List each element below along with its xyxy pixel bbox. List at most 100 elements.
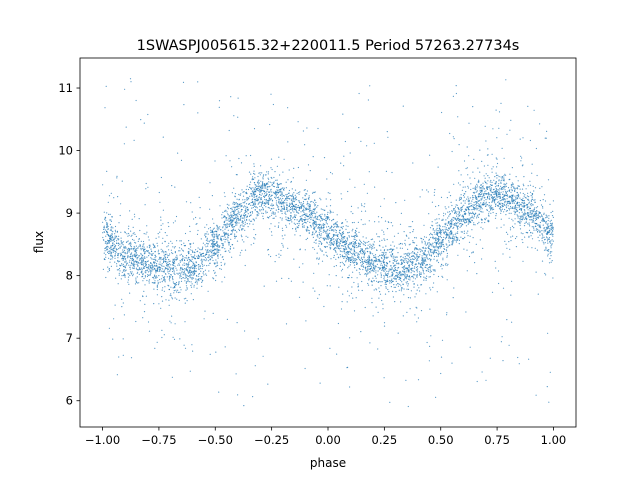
data-point: [147, 113, 149, 116]
data-point: [222, 226, 224, 228]
data-point: [181, 259, 183, 261]
data-point: [105, 254, 107, 256]
data-point: [335, 224, 337, 226]
data-point: [146, 246, 148, 248]
data-point: [429, 154, 431, 156]
data-point: [369, 245, 371, 248]
data-point: [414, 264, 416, 266]
data-point: [135, 242, 137, 244]
data-point: [142, 273, 144, 275]
data-point: [131, 267, 134, 269]
data-point: [228, 220, 230, 222]
data-point: [354, 250, 356, 253]
data-point: [397, 332, 399, 334]
data-point: [126, 253, 128, 255]
data-point: [539, 123, 541, 125]
data-point: [408, 265, 410, 267]
data-point: [320, 199, 322, 201]
data-point: [348, 259, 350, 262]
data-point: [313, 241, 315, 243]
data-point: [351, 286, 353, 288]
data-point: [457, 116, 459, 118]
data-point: [392, 225, 394, 227]
data-point: [147, 236, 149, 238]
data-point: [372, 265, 374, 267]
data-point: [449, 232, 452, 234]
data-point: [371, 260, 373, 262]
data-point: [242, 225, 244, 227]
data-point: [155, 269, 157, 271]
data-point: [443, 248, 446, 250]
data-point: [320, 235, 322, 237]
data-point: [484, 219, 486, 221]
data-point: [225, 155, 227, 157]
data-point: [167, 265, 169, 267]
data-point: [225, 224, 227, 226]
data-point: [509, 207, 511, 209]
data-point: [426, 268, 428, 270]
data-point: [302, 223, 304, 225]
data-point: [494, 176, 496, 178]
data-point: [226, 238, 228, 240]
data-point: [379, 254, 381, 256]
data-point: [187, 278, 189, 280]
data-point: [462, 200, 464, 202]
data-point: [307, 220, 309, 222]
data-point: [168, 254, 170, 257]
data-point: [159, 278, 161, 281]
data-point: [399, 283, 401, 285]
data-point: [518, 204, 520, 206]
data-point: [233, 211, 235, 213]
data-point: [140, 271, 142, 273]
data-point: [401, 281, 403, 283]
data-point: [402, 270, 404, 272]
data-point: [257, 200, 259, 202]
data-point: [472, 195, 474, 197]
data-point: [127, 240, 129, 242]
data-point: [449, 222, 451, 225]
data-point: [260, 165, 262, 167]
data-point: [441, 339, 444, 341]
data-point: [534, 199, 536, 201]
data-point: [204, 233, 206, 235]
data-point: [180, 159, 183, 161]
data-point: [457, 221, 459, 223]
data-point: [400, 212, 402, 214]
data-point: [501, 199, 503, 201]
data-point: [346, 367, 348, 369]
data-point: [425, 293, 427, 295]
data-point: [160, 176, 162, 179]
data-point: [501, 208, 504, 210]
data-point: [307, 208, 309, 210]
data-point: [267, 202, 270, 204]
data-point: [347, 277, 349, 279]
data-point: [331, 220, 333, 222]
data-point: [467, 208, 469, 210]
data-point: [124, 270, 126, 272]
data-point: [205, 274, 208, 276]
data-point: [275, 179, 277, 181]
data-point: [423, 254, 425, 256]
data-point: [302, 130, 304, 132]
data-point: [265, 212, 267, 214]
data-point: [324, 237, 326, 239]
data-point: [313, 223, 315, 225]
data-point: [464, 200, 466, 202]
data-point: [421, 247, 424, 249]
data-point: [127, 273, 129, 275]
data-point: [394, 286, 397, 288]
data-point: [231, 209, 233, 211]
data-point: [185, 269, 187, 271]
data-point: [228, 217, 230, 219]
data-point: [200, 249, 202, 251]
data-point: [476, 202, 478, 204]
data-point: [224, 262, 226, 264]
data-point: [317, 127, 319, 130]
data-point: [354, 267, 356, 269]
data-point: [552, 240, 554, 242]
data-point: [361, 264, 363, 266]
data-point: [407, 297, 410, 299]
data-point: [413, 271, 415, 273]
data-point: [153, 303, 155, 305]
data-point: [162, 268, 164, 270]
